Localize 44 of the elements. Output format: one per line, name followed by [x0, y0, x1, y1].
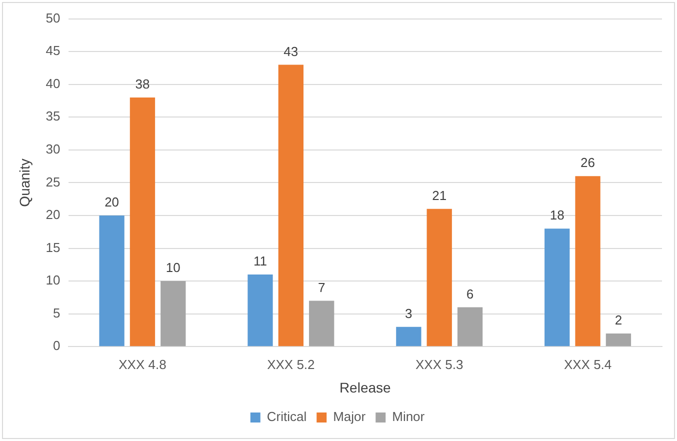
y-tick-label: 25	[46, 174, 60, 190]
data-label: 6	[466, 286, 474, 302]
bar	[457, 307, 483, 346]
bar	[99, 215, 124, 346]
legend-label: Critical	[266, 409, 307, 424]
y-tick-label: 20	[46, 207, 60, 222]
y-tick-label: 45	[46, 43, 60, 58]
y-tick-label: 15	[46, 240, 60, 255]
legend-label: Major	[333, 409, 366, 424]
bar	[606, 333, 632, 346]
bar	[278, 64, 304, 346]
bar	[248, 274, 273, 346]
data-label: 21	[432, 188, 447, 203]
x-tick-label: XXX 5.2	[267, 356, 315, 372]
bar	[309, 300, 334, 346]
y-tick-label: 5	[53, 305, 60, 320]
y-tick-label: 0	[53, 338, 60, 354]
x-axis-title: Release	[339, 379, 392, 396]
bar	[396, 326, 422, 346]
data-label: 7	[318, 280, 326, 295]
bar	[130, 97, 156, 346]
data-label: 20	[104, 194, 120, 210]
y-tick-label: 10	[46, 272, 60, 288]
data-label: 43	[284, 44, 298, 59]
bar	[544, 228, 570, 346]
data-label: 38	[135, 76, 150, 92]
y-tick-label: 50	[46, 10, 60, 26]
data-label: 26	[580, 155, 596, 170]
y-tick-label: 35	[46, 108, 60, 124]
bar	[575, 176, 600, 346]
data-label: 18	[550, 208, 564, 223]
legend-label: Minor	[392, 409, 426, 424]
y-tick-label: 30	[46, 142, 60, 156]
x-tick-label: XXX 5.4	[564, 356, 612, 372]
data-label: 3	[405, 306, 412, 322]
data-label: 2	[614, 312, 622, 328]
x-tick-label: XXX 4.8	[118, 356, 166, 372]
y-tick-label: 40	[46, 76, 60, 91]
data-label: 11	[253, 254, 267, 269]
bar	[426, 208, 452, 346]
bar	[160, 281, 186, 346]
y-axis-title: Quanity	[16, 158, 32, 207]
data-label: 10	[166, 260, 180, 276]
x-tick-label: XXX 5.3	[415, 356, 464, 372]
